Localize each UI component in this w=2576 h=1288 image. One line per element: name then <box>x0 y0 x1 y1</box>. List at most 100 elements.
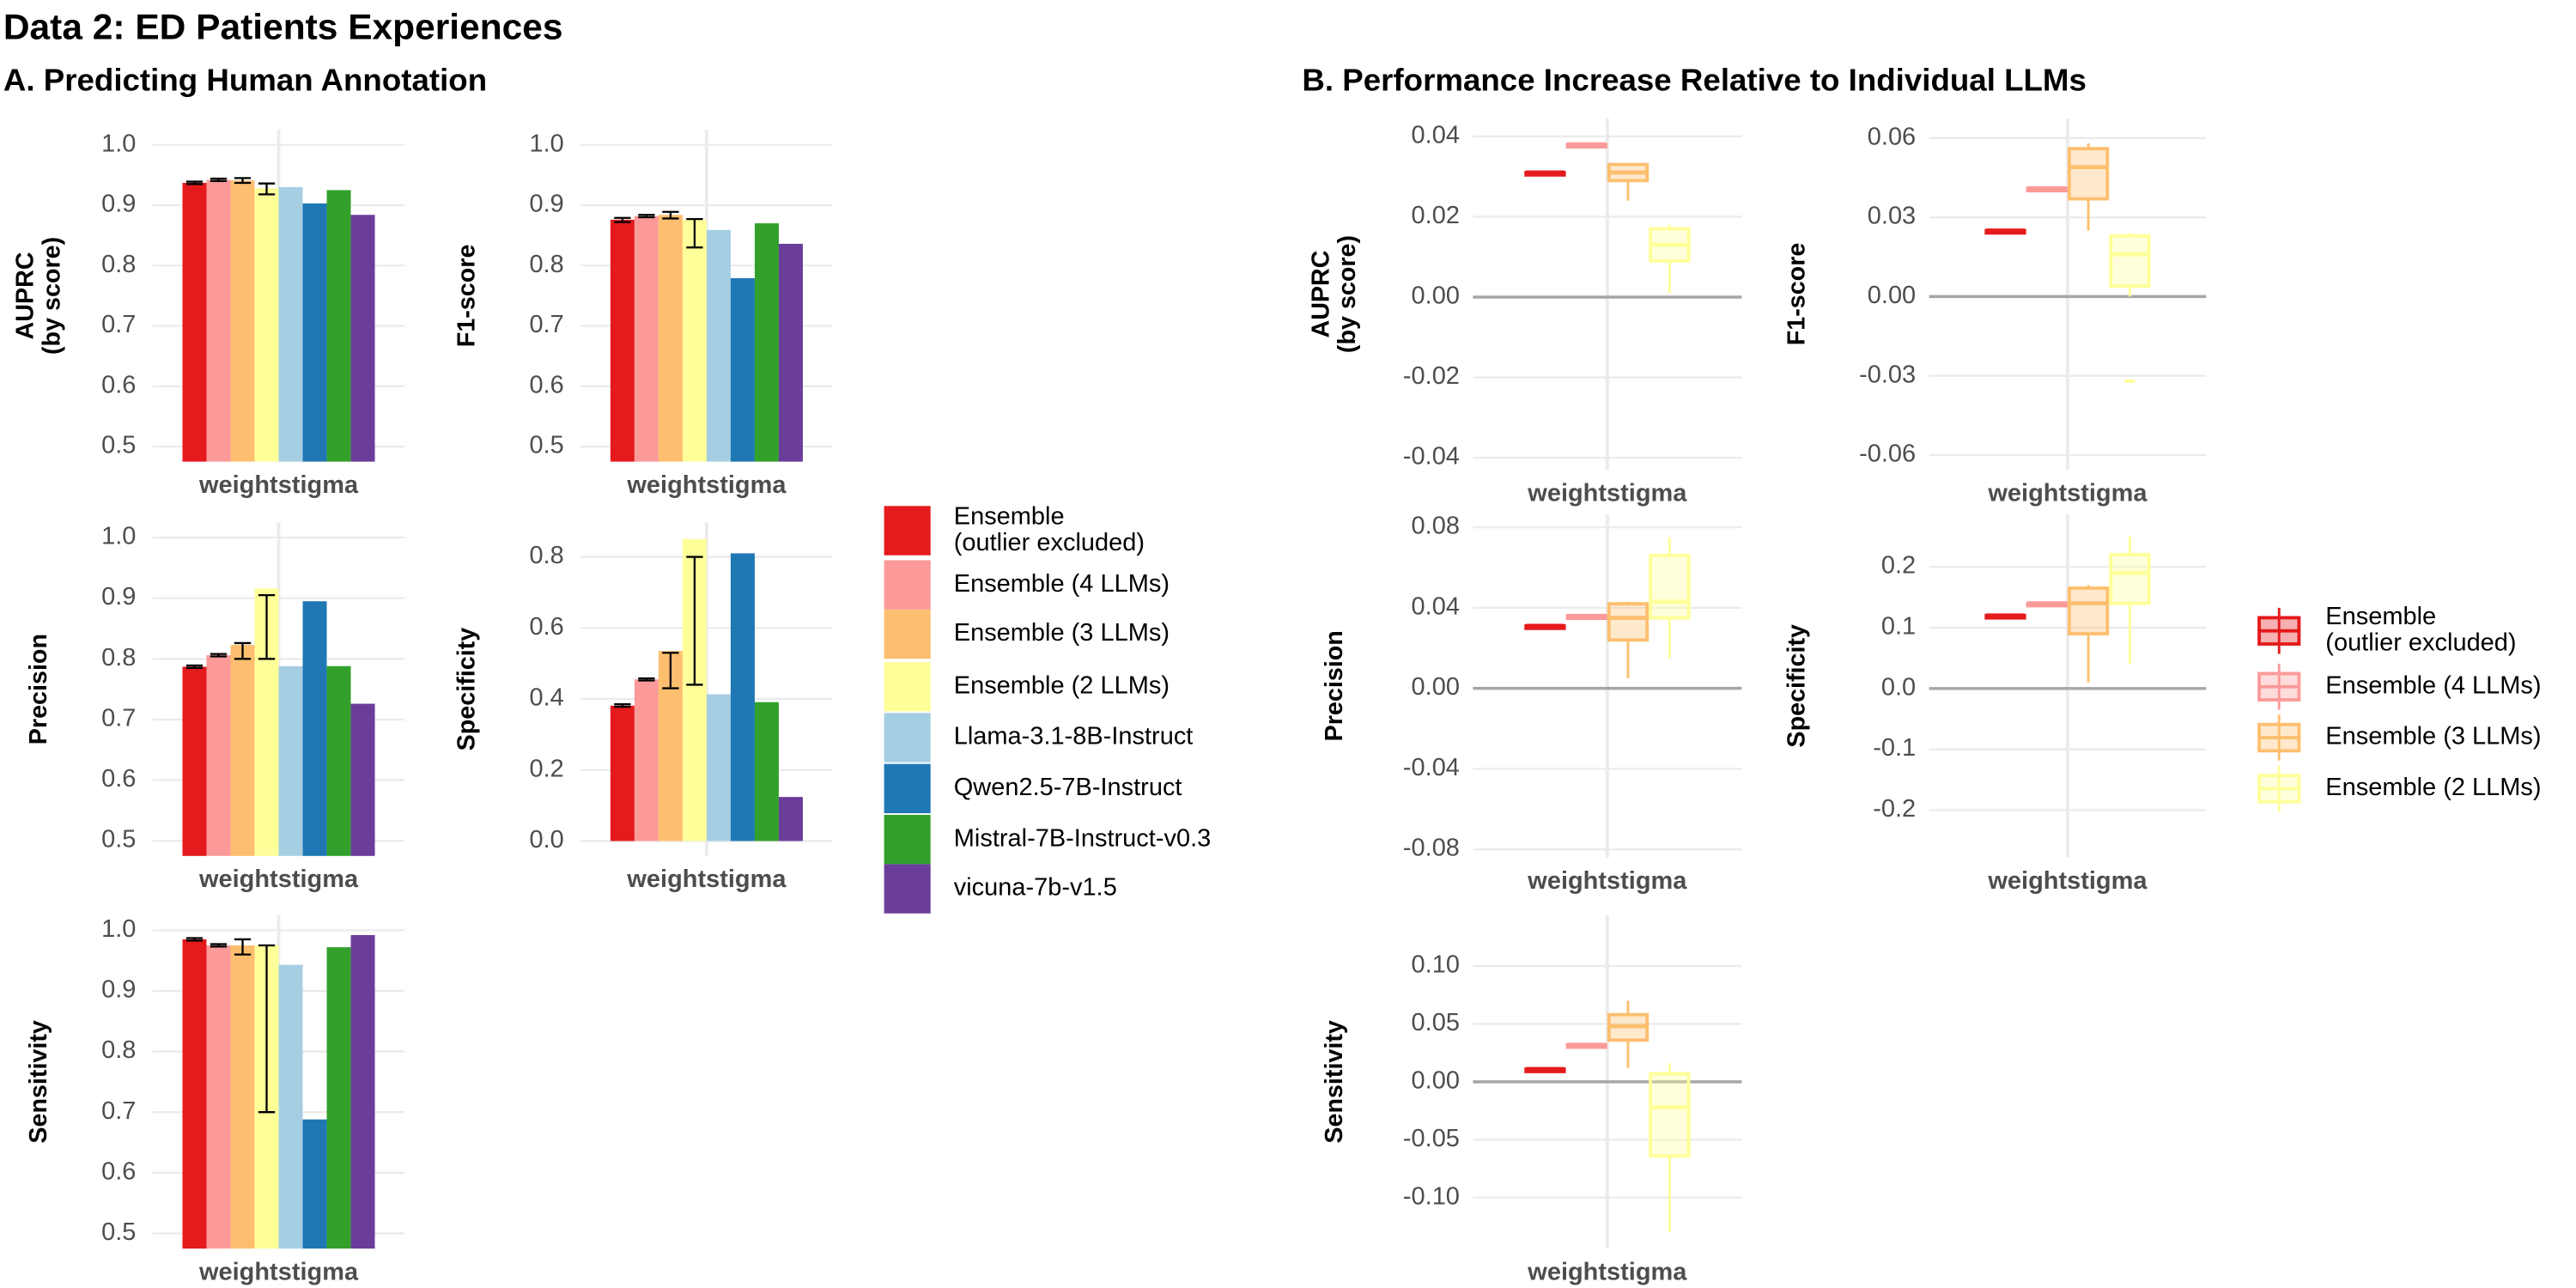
y-tick-label: 0.8 <box>101 1036 136 1064</box>
legend-key <box>884 506 931 556</box>
box <box>2067 147 2110 201</box>
legend-label-box: Ensemble (2 LLMs) <box>2325 773 2542 802</box>
y-tick-label: 0.7 <box>530 311 564 338</box>
bar <box>326 190 351 462</box>
box <box>1607 602 1649 642</box>
error-bar <box>258 944 276 1114</box>
y-tick-label: 0.5 <box>101 1218 136 1246</box>
bar <box>182 182 207 462</box>
legend-label-group: Ensemble (outlier excluded) <box>2325 602 2517 658</box>
legend-key <box>884 560 931 610</box>
y-axis-label-group: F1-score <box>452 244 481 348</box>
bar <box>634 216 659 462</box>
y-tick-label: -0.1 <box>1873 734 1916 762</box>
y-tick-label: -0.10 <box>1403 1182 1460 1210</box>
bar <box>254 188 279 462</box>
legend-label-box: Ensemble (4 LLMs) <box>2325 671 2542 700</box>
y-axis-label-box: AUPRC (by score) <box>1306 235 1362 353</box>
legend-label: Qwen2.5-7B-Instruct <box>953 773 1182 802</box>
y-axis-label: Specificity <box>452 627 481 751</box>
y-tick-label: 0.9 <box>101 976 136 1004</box>
box <box>1649 1072 1691 1158</box>
legend-label: Ensemble (2 LLMs) <box>953 671 1170 700</box>
y-tick-label: 0.02 <box>1412 202 1460 229</box>
y-tick-label: 0.6 <box>530 613 564 641</box>
legend-label-box: Ensemble (2 LLMs) <box>953 671 1170 700</box>
y-tick-label: 0.9 <box>101 191 136 218</box>
box <box>1649 553 1691 620</box>
y-axis-label-group: AUPRC (by score) <box>11 237 67 355</box>
legend-label: Ensemble (4 LLMs) <box>2325 671 2542 700</box>
bar <box>350 703 375 856</box>
x-tick-label: weightstigma <box>626 866 787 893</box>
bar <box>706 229 731 462</box>
y-axis-label-group: Specificity <box>452 627 481 751</box>
y-axis-label: Sensitivity <box>1320 1020 1349 1144</box>
x-tick-label: weightstigma <box>1527 480 1687 507</box>
y-tick-label: 0.00 <box>1868 282 1916 309</box>
legend-label-box: Llama-3.1-8B-Instruct <box>953 722 1194 750</box>
legend-label: Ensemble (2 LLMs) <box>2325 773 2542 802</box>
legend-key <box>884 713 931 762</box>
legend-label: Ensemble (3 LLMs) <box>2325 722 2542 750</box>
y-tick-label: -0.06 <box>1859 440 1916 468</box>
bar <box>706 694 731 841</box>
y-tick-label: -0.02 <box>1403 362 1460 390</box>
y-tick-label: 0.6 <box>101 1158 136 1186</box>
legend-label-group: Ensemble (3 LLMs) <box>954 619 1170 647</box>
bar <box>682 219 707 462</box>
y-axis-label-box: Precision <box>1320 630 1349 742</box>
error-bar <box>638 677 655 682</box>
y-axis-label: F1-score <box>452 244 481 348</box>
bar <box>610 705 635 841</box>
bar <box>302 601 327 856</box>
error-bar <box>185 180 204 185</box>
panel-title: A. Predicting Human Annotation <box>3 62 487 97</box>
legend-key <box>884 662 931 712</box>
y-tick-label: 0.2 <box>1881 552 1916 580</box>
y-tick-label: 0.10 <box>1412 951 1460 979</box>
panel-title: B. Performance Increase Relative to Indi… <box>1302 62 2086 97</box>
bar <box>778 243 803 462</box>
y-tick-label: -0.08 <box>1403 835 1460 862</box>
x-tick-label: weightstigma <box>1987 867 2148 895</box>
y-tick-label: 0.1 <box>1881 613 1916 641</box>
bar <box>730 278 755 462</box>
legend-label-box: Ensemble (outlier excluded) <box>2325 602 2517 658</box>
error-bar <box>258 182 276 196</box>
legend-label: Llama-3.1-8B-Instruct <box>953 722 1194 750</box>
bar <box>302 1119 327 1249</box>
y-axis-label-box: Sensitivity <box>1320 1020 1349 1144</box>
error-bar <box>185 664 204 670</box>
error-bar <box>234 641 252 660</box>
bar <box>182 939 207 1249</box>
error-bar <box>258 594 276 660</box>
y-tick-label: 0.04 <box>1412 593 1460 621</box>
figure-title: Data 2: ED Patients Experiences <box>3 7 563 47</box>
legend-key <box>884 814 931 865</box>
y-axis-label: Sensitivity <box>24 1020 53 1144</box>
error-bar <box>210 177 228 183</box>
bar <box>778 797 803 841</box>
y-tick-label: 0.5 <box>530 432 564 459</box>
legend-label: Ensemble (outlier excluded) <box>2325 602 2517 658</box>
y-tick-label: -0.04 <box>1403 443 1460 471</box>
bar <box>206 655 231 856</box>
y-tick-label: 1.0 <box>530 130 564 157</box>
legend-label-group: Ensemble (outlier excluded) <box>954 502 1145 556</box>
x-tick-label: weightstigma <box>1527 867 1687 895</box>
error-bar <box>686 556 703 686</box>
legend-label-group: Ensemble (3 LLMs) <box>2325 722 2542 750</box>
box <box>2109 553 2151 605</box>
x-tick-label: weightstigma <box>198 471 359 499</box>
y-tick-label: 0.6 <box>101 765 136 793</box>
bar <box>754 702 779 841</box>
y-axis-label-box: Specificity <box>1783 624 1811 748</box>
y-tick-label: -0.05 <box>1403 1125 1460 1152</box>
x-tick-label: weightstigma <box>198 866 359 893</box>
legend-label-box: Qwen2.5-7B-Instruct <box>953 773 1182 802</box>
bar <box>350 934 375 1249</box>
bar <box>206 945 231 1249</box>
y-axis-label: Precision <box>1320 630 1349 742</box>
